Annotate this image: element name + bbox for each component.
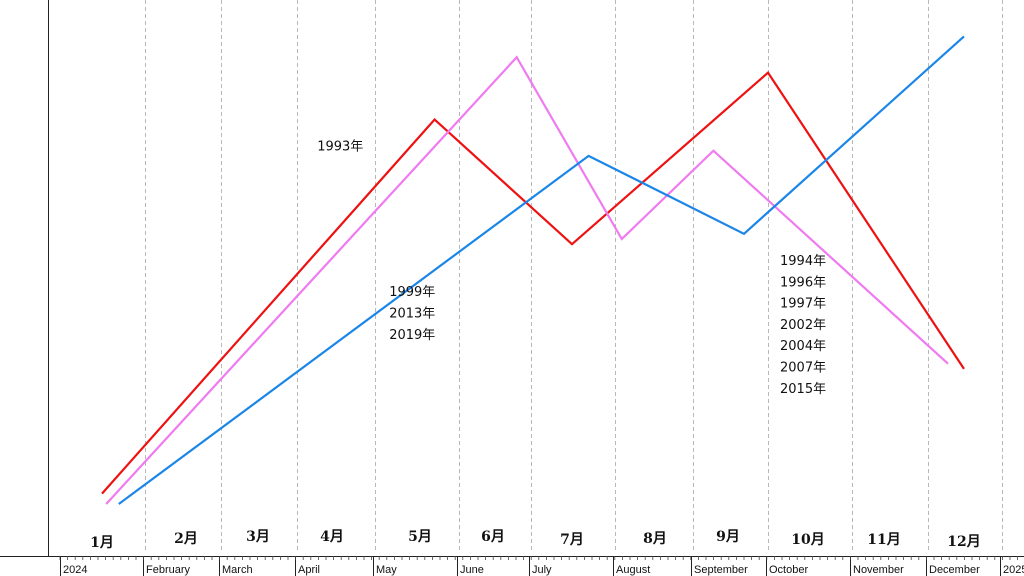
annotation-label: 1993年 bbox=[317, 140, 363, 155]
series-group bbox=[101, 35, 965, 505]
month-label: 6月 bbox=[481, 529, 505, 545]
axis-tick-label: February bbox=[146, 564, 191, 576]
series-line-1 bbox=[101, 71, 965, 495]
month-label: 10月 bbox=[791, 532, 824, 548]
annotation-label: 1996年 bbox=[780, 275, 826, 290]
axis-tick-label: August bbox=[616, 564, 650, 576]
series-line-3 bbox=[118, 35, 965, 505]
annotation-label: 2004年 bbox=[780, 339, 826, 354]
month-label: 1月 bbox=[90, 535, 114, 551]
annotation-label: 2002年 bbox=[780, 318, 826, 333]
axis-tick-label: September bbox=[694, 564, 748, 576]
annotation-label: 1999年 bbox=[389, 285, 435, 300]
month-label: 8月 bbox=[643, 531, 667, 547]
month-label: 9月 bbox=[716, 529, 740, 545]
axis-tick-label: 2025 bbox=[1003, 564, 1024, 576]
annotation-label: 2015年 bbox=[780, 382, 826, 397]
month-label: 11月 bbox=[867, 532, 900, 548]
annotations: 1993年 1999年 2013年 2019年 1994年 1996年 1997年 2002年… bbox=[317, 140, 826, 397]
month-label: 5月 bbox=[408, 529, 432, 545]
axis-ticks: 2024 February March April May June July August S… bbox=[59, 556, 1024, 576]
annotation-label: 1994年 bbox=[780, 254, 826, 269]
axis-tick-label: March bbox=[222, 564, 253, 576]
month-label: 7月 bbox=[560, 532, 584, 548]
axis-tick-label: December bbox=[929, 564, 980, 576]
month-labels: 1月 2月 3月 4月 5月 6月 7月 8月 9月 10月 11月 12月 bbox=[90, 529, 981, 551]
axis-tick-label: April bbox=[298, 564, 320, 576]
month-label: 4月 bbox=[320, 529, 344, 545]
annotation-label: 2007年 bbox=[780, 361, 826, 376]
annotation-label: 2013年 bbox=[389, 307, 435, 322]
annotation-label: 2019年 bbox=[389, 328, 435, 343]
axis-tick-label: May bbox=[376, 564, 397, 576]
series-line-2 bbox=[105, 55, 949, 505]
month-label: 3月 bbox=[246, 529, 270, 545]
axis-tick-label: October bbox=[769, 564, 808, 576]
axis-tick-label: 2024 bbox=[63, 564, 87, 576]
annotation-label: 1997年 bbox=[780, 297, 826, 312]
month-label: 12月 bbox=[947, 534, 980, 550]
axis-tick-label: July bbox=[532, 564, 552, 576]
axis-tick-label: June bbox=[460, 564, 484, 576]
month-label: 2月 bbox=[174, 531, 198, 547]
axis-tick-label: November bbox=[853, 564, 904, 576]
